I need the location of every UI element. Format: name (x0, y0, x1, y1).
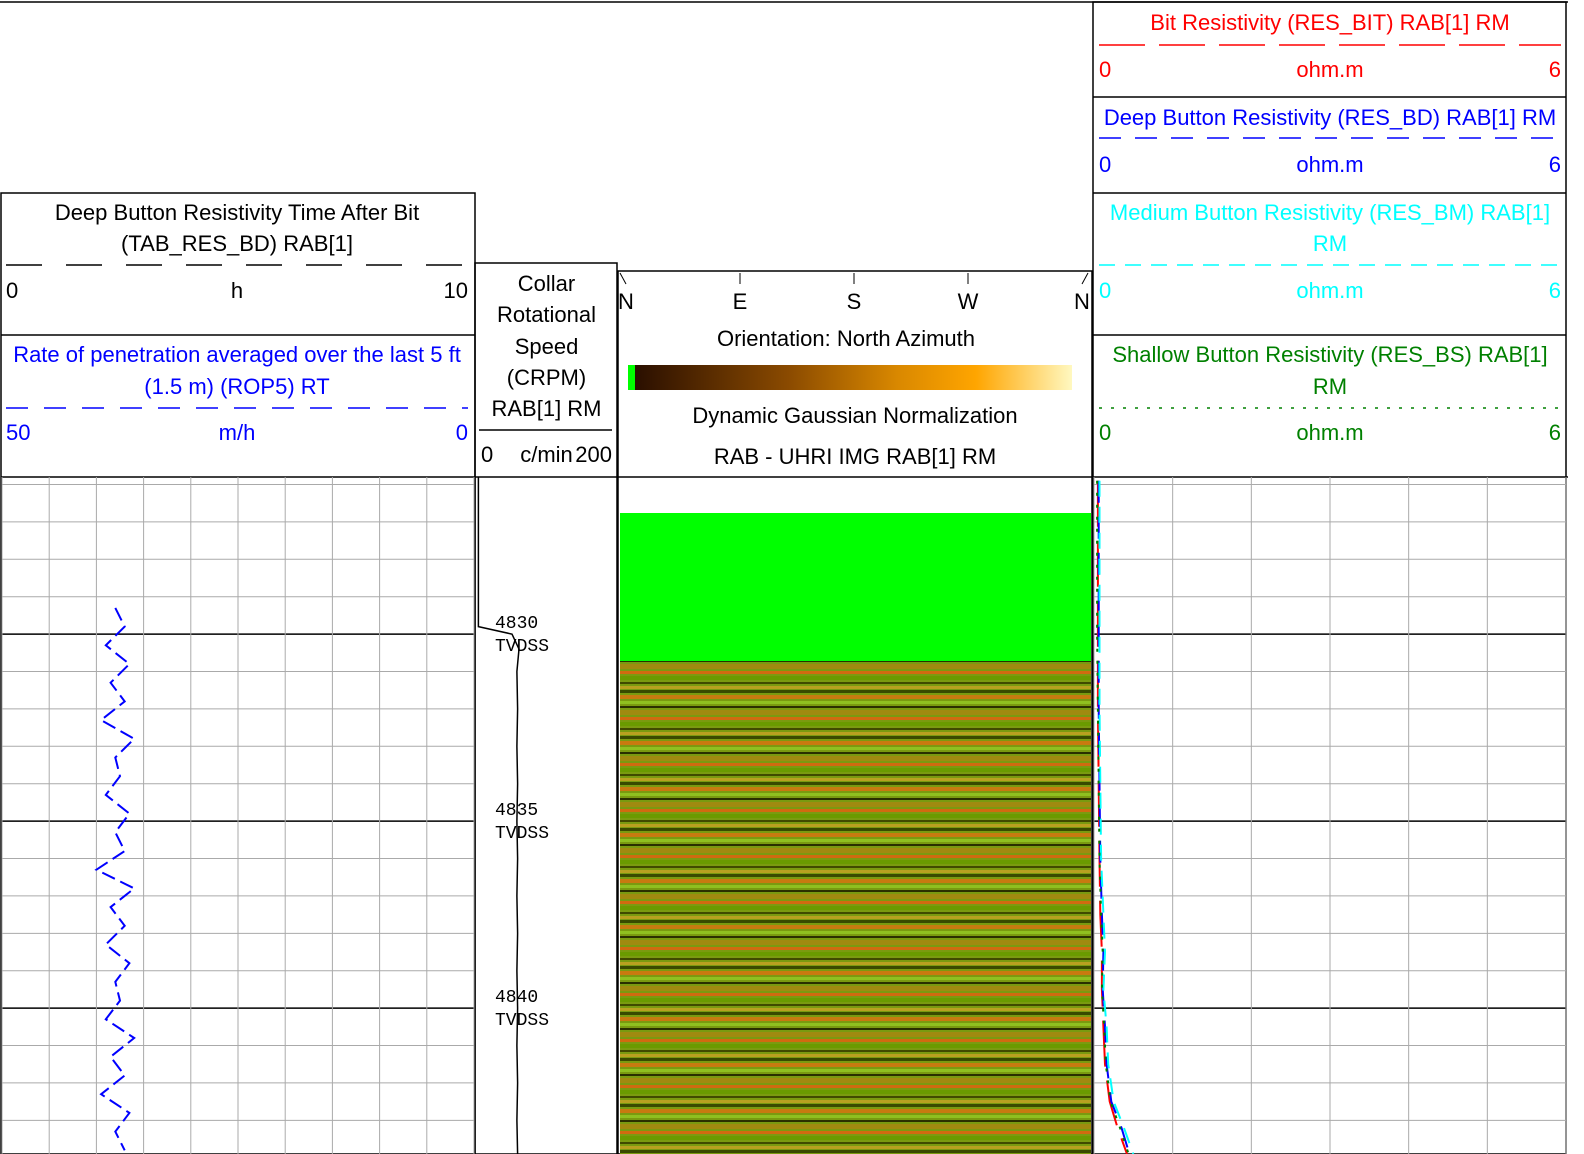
scale-max: 6 (1549, 152, 1561, 177)
well-log: Orientation: North Azimuth Dynamic Gauss… (0, 0, 1584, 1154)
scale-max: 6 (1549, 57, 1561, 82)
scale-unit: c/min (520, 442, 573, 467)
track-title: Bit Resistivity (RES_BIT) RAB[1] RM (1150, 10, 1509, 35)
image-orientation: Orientation: North Azimuth (717, 326, 975, 351)
track-title: (1.5 m) (ROP5) RT (144, 374, 329, 399)
scale-unit: ohm.m (1296, 57, 1363, 82)
depth-unit: TVDSS (495, 637, 549, 657)
scale-max: 200 (575, 442, 612, 467)
track-title: Medium Button Resistivity (RES_BM) RAB[1… (1110, 200, 1550, 225)
scale-min: 0 (481, 442, 493, 467)
scale-max: 6 (1549, 278, 1561, 303)
resistivity-curve (1098, 481, 1127, 1154)
scale-unit: ohm.m (1296, 420, 1363, 445)
scale-unit: ohm.m (1296, 152, 1363, 177)
resistivity-curve (1097, 481, 1129, 1154)
scale-min: 0 (1099, 420, 1111, 445)
track-title: (TAB_RES_BD) RAB[1] (121, 231, 353, 256)
colorbar (635, 365, 1072, 390)
azimuth-label: E (733, 289, 748, 314)
colorbar-null (628, 365, 635, 390)
image-normalization: Dynamic Gaussian Normalization (692, 403, 1017, 428)
scale-unit: h (231, 278, 243, 303)
track-title: Rotational (497, 302, 596, 327)
azimuth-label: N (1074, 289, 1090, 314)
scale-min: 0 (1099, 152, 1111, 177)
track-title: Deep Button Resistivity (RES_BD) RAB[1] … (1104, 105, 1556, 130)
azimuth-tick (1082, 273, 1088, 284)
scale-min: 0 (1099, 57, 1111, 82)
azimuth-label: W (958, 289, 979, 314)
track-title: RAB[1] RM (491, 396, 601, 421)
track-title: Speed (515, 334, 579, 359)
scale-min: 0 (1099, 278, 1111, 303)
track-title: RM (1313, 231, 1347, 256)
scale-unit: m/h (219, 420, 256, 445)
scale-max: 0 (456, 420, 468, 445)
image-name: RAB - UHRI IMG RAB[1] RM (714, 444, 996, 469)
depth-unit: TVDSS (495, 824, 549, 844)
track-title: Shallow Button Resistivity (RES_BS) RAB[… (1112, 342, 1547, 367)
track-title: Rate of penetration averaged over the la… (13, 342, 461, 367)
scale-unit: ohm.m (1296, 278, 1363, 303)
track-title: (CRPM) (507, 365, 586, 390)
scale-min: 50 (6, 420, 30, 445)
image-log-empty (620, 513, 1091, 661)
track-title: RM (1313, 374, 1347, 399)
rop5-curve (96, 608, 134, 1150)
depth-unit: TVDSS (495, 1011, 549, 1031)
scale-max: 6 (1549, 420, 1561, 445)
scale-max: 10 (444, 278, 468, 303)
track-title: Deep Button Resistivity Time After Bit (55, 200, 419, 225)
azimuth-label: N (618, 289, 634, 314)
image-log (620, 661, 1091, 1154)
depth-label: 4830 (495, 614, 538, 634)
azimuth-label: S (847, 289, 862, 314)
azimuth-tick (620, 273, 626, 284)
track-title: Collar (518, 271, 575, 296)
resistivity-curve (1099, 481, 1130, 1154)
scale-min: 0 (6, 278, 18, 303)
